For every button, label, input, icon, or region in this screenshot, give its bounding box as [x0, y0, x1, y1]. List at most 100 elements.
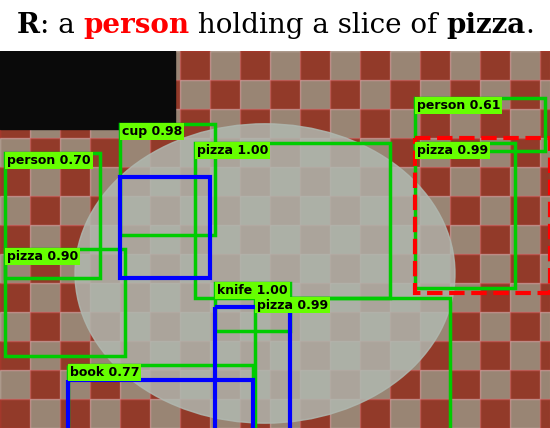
Bar: [450, 399, 480, 428]
Bar: [420, 254, 450, 283]
Bar: [180, 196, 210, 225]
Bar: [180, 80, 210, 109]
Bar: [0, 341, 30, 370]
Bar: [180, 370, 210, 399]
Bar: [0, 109, 30, 138]
Bar: [60, 399, 90, 428]
Bar: [510, 312, 540, 341]
Bar: [360, 254, 390, 283]
Bar: [5, 250, 125, 356]
Bar: [420, 196, 450, 225]
Bar: [68, 380, 253, 428]
Bar: [360, 225, 390, 254]
Bar: [150, 283, 180, 312]
Bar: [300, 283, 330, 312]
Bar: [510, 399, 540, 428]
Bar: [480, 167, 510, 196]
Bar: [90, 254, 120, 283]
Bar: [150, 225, 180, 254]
Bar: [300, 225, 330, 254]
Bar: [30, 80, 60, 109]
Bar: [480, 312, 510, 341]
Bar: [330, 109, 360, 138]
Bar: [300, 370, 330, 399]
Bar: [60, 312, 90, 341]
Bar: [540, 109, 550, 138]
Bar: [0, 196, 30, 225]
Bar: [0, 399, 30, 428]
Bar: [270, 196, 300, 225]
Bar: [330, 283, 360, 312]
Bar: [60, 80, 90, 109]
Bar: [420, 225, 450, 254]
Bar: [300, 254, 330, 283]
Bar: [390, 109, 420, 138]
Bar: [510, 370, 540, 399]
Text: person 0.61: person 0.61: [417, 99, 500, 112]
Bar: [90, 225, 120, 254]
Bar: [0, 51, 175, 129]
Bar: [240, 109, 270, 138]
Bar: [215, 283, 290, 331]
Bar: [270, 109, 300, 138]
Bar: [0, 80, 30, 109]
Bar: [330, 80, 360, 109]
Bar: [120, 177, 210, 278]
Bar: [150, 51, 180, 80]
Bar: [120, 283, 150, 312]
Bar: [120, 124, 215, 235]
Bar: [330, 399, 360, 428]
Bar: [510, 138, 540, 167]
Bar: [120, 109, 150, 138]
Bar: [210, 312, 240, 341]
Bar: [90, 80, 120, 109]
Bar: [60, 225, 90, 254]
Bar: [420, 167, 450, 196]
Bar: [120, 51, 150, 80]
Bar: [180, 341, 210, 370]
Bar: [540, 312, 550, 341]
Bar: [390, 312, 420, 341]
Bar: [270, 312, 300, 341]
Bar: [330, 167, 360, 196]
Bar: [270, 225, 300, 254]
Text: pizza 1.00: pizza 1.00: [197, 144, 268, 157]
Bar: [540, 254, 550, 283]
Bar: [330, 254, 360, 283]
Bar: [510, 80, 540, 109]
Ellipse shape: [75, 124, 455, 423]
Bar: [540, 51, 550, 80]
Bar: [300, 80, 330, 109]
Bar: [210, 109, 240, 138]
Text: book 0.77: book 0.77: [70, 366, 140, 379]
Bar: [330, 138, 360, 167]
Bar: [390, 80, 420, 109]
Bar: [120, 370, 150, 399]
Bar: [30, 196, 60, 225]
Bar: [300, 167, 330, 196]
Bar: [420, 399, 450, 428]
Bar: [270, 51, 300, 80]
Bar: [540, 225, 550, 254]
Bar: [415, 98, 545, 151]
Bar: [390, 167, 420, 196]
Bar: [30, 254, 60, 283]
Bar: [420, 283, 450, 312]
Bar: [300, 399, 330, 428]
Bar: [150, 80, 180, 109]
Bar: [360, 138, 390, 167]
Bar: [420, 51, 450, 80]
Bar: [450, 80, 480, 109]
Bar: [480, 51, 510, 80]
Bar: [270, 283, 300, 312]
Bar: [540, 80, 550, 109]
Bar: [120, 399, 150, 428]
Bar: [240, 225, 270, 254]
Bar: [180, 254, 210, 283]
Bar: [180, 283, 210, 312]
Bar: [450, 370, 480, 399]
Bar: [360, 283, 390, 312]
Bar: [540, 370, 550, 399]
Bar: [150, 312, 180, 341]
Bar: [210, 51, 240, 80]
